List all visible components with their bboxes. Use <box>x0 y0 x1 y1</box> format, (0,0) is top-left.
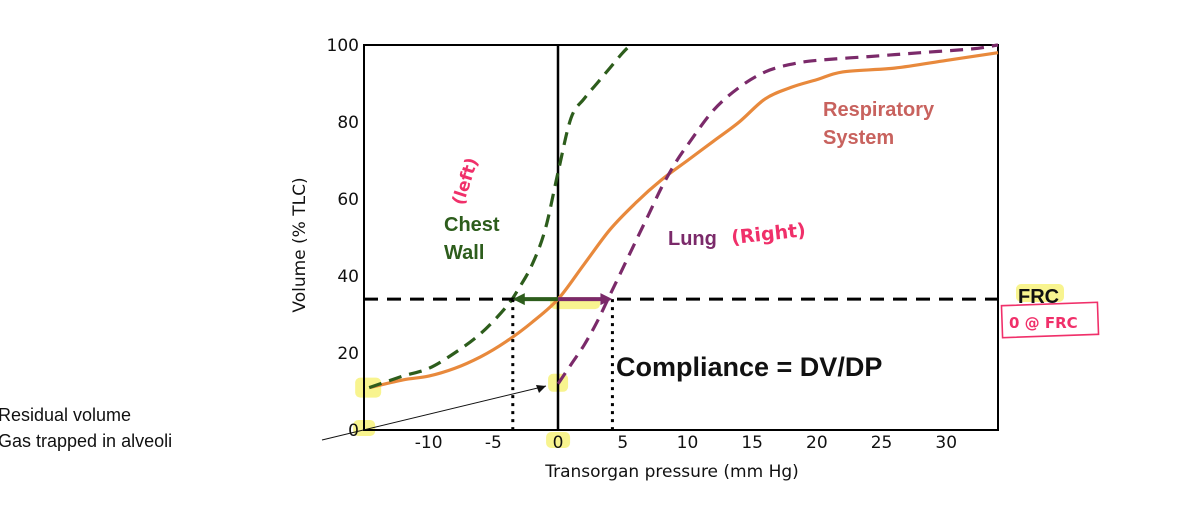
x-tick-label: 30 <box>935 433 957 453</box>
frc-handwritten-note: 0 @ FRC <box>1009 314 1078 332</box>
frc-markers <box>364 293 998 430</box>
chest-wall-arrowhead <box>512 293 525 306</box>
x-tick-label: 5 <box>617 433 628 453</box>
x-axis-title: Transorgan pressure (mm Hg) <box>544 462 799 482</box>
lung-curve <box>556 43 999 385</box>
y-tick-label: 40 <box>337 267 359 287</box>
y-tick-label: 0 <box>348 421 359 441</box>
x-tick-label: 0 <box>553 433 564 453</box>
compliance-equation: Compliance = DV/DP <box>616 352 882 382</box>
x-tick-label: 10 <box>677 433 699 453</box>
highlight-mark <box>355 377 382 398</box>
lung-handwritten-note: (Right) <box>730 219 807 249</box>
residual-volume-arrowhead <box>536 385 546 393</box>
residual-volume-note: Residual volume <box>0 405 131 425</box>
chest-wall-label-line1: Chest <box>444 214 500 236</box>
respiratory-system-label-line1: Respiratory <box>823 99 935 121</box>
highlight-mark <box>1016 284 1064 302</box>
y-tick-labels: 0 20 40 60 80 100 <box>327 36 359 441</box>
y-tick-label: 80 <box>337 113 359 133</box>
frc-handwritten-box <box>1000 301 1100 339</box>
y-axis-title: Volume (% TLC) <box>290 177 310 312</box>
lung-label: Lung <box>668 228 717 250</box>
y-tick-label: 20 <box>337 344 359 364</box>
residual-volume-arrow <box>321 385 547 441</box>
plot-frame <box>363 44 999 431</box>
gas-trapped-note: Gas trapped in alveoli <box>0 431 172 451</box>
x-tick-label: -10 <box>415 433 443 453</box>
x-tick-labels: -10 -5 0 5 10 15 20 25 30 <box>415 433 957 453</box>
x-tick-label: 20 <box>806 433 828 453</box>
highlight-mark <box>546 432 571 448</box>
x-tick-label: 25 <box>871 433 893 453</box>
y-tick-label: 100 <box>327 36 359 56</box>
series-curves <box>368 43 999 390</box>
y-tick-label: 60 <box>337 190 359 210</box>
respiratory-system-curve <box>368 51 999 390</box>
lung-arrowhead <box>600 293 613 306</box>
chest-wall-curve <box>368 43 632 390</box>
x-tick-label: 15 <box>741 433 763 453</box>
chest-wall-handwritten-note: (left) <box>449 155 483 207</box>
x-tick-label: -5 <box>485 433 502 453</box>
chest-wall-label-line2: Wall <box>444 242 484 264</box>
frc-label: FRC <box>1018 286 1059 308</box>
respiratory-system-label-line2: System <box>823 127 894 149</box>
